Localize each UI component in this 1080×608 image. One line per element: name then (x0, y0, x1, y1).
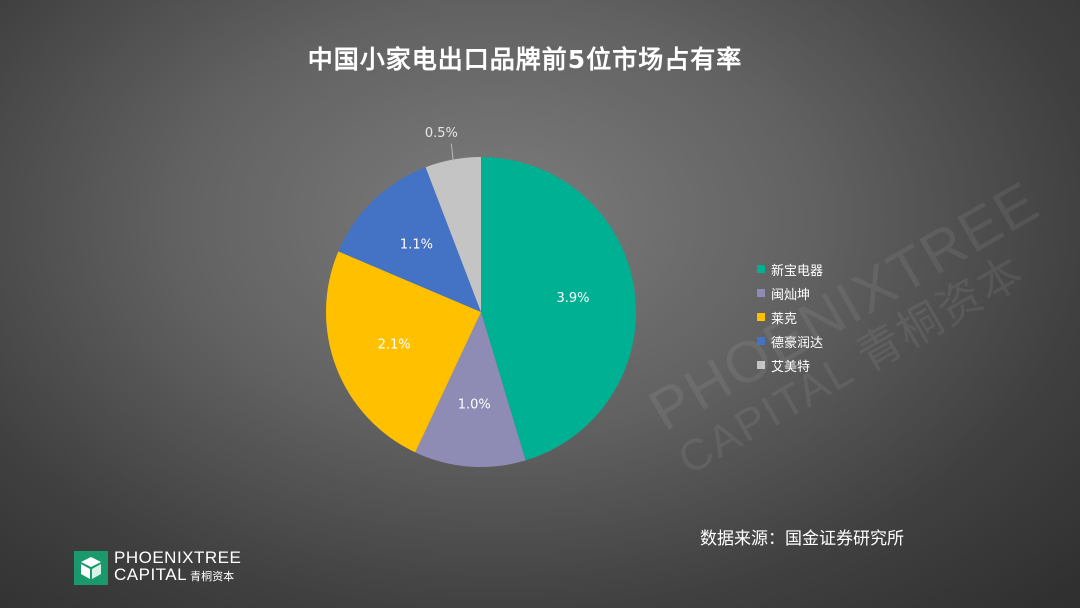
legend-swatch-1 (757, 289, 765, 297)
pie-slice-4 (425, 157, 481, 312)
slice-label-2: 2.1% (378, 338, 411, 353)
leader-line-4 (450, 143, 454, 162)
chart-legend: 新宝电器闽灿坤莱克德豪润达艾美特 (757, 257, 823, 377)
chart-title: 中国小家电出口品牌前5位市场占有率 (307, 45, 743, 74)
slice-label-3: 1.1% (400, 238, 433, 253)
logo-subname: CAPITAL (114, 565, 188, 584)
slice-label-1: 1.0% (458, 397, 491, 412)
legend-item-3: 德豪润达 (757, 329, 823, 353)
legend-label-1: 闽灿坤 (771, 287, 811, 303)
pie-slice-3 (338, 167, 481, 312)
legend-label-0: 新宝电器 (771, 263, 824, 279)
legend-item-1: 闽灿坤 (757, 281, 823, 305)
legend-label-4: 艾美特 (771, 359, 811, 375)
legend-label-2: 莱克 (771, 311, 798, 327)
legend-swatch-4 (757, 361, 765, 369)
logo-chinese-name: 青桐资本 (190, 571, 235, 583)
legend-item-4: 艾美特 (757, 353, 823, 377)
pie-slice-2 (325, 251, 481, 453)
legend-swatch-2 (757, 313, 765, 321)
slice-label-0: 3.9% (556, 291, 589, 306)
pie-slice-0 (481, 157, 636, 461)
data-source-note: 数据来源：国金证券研究所 (700, 529, 904, 549)
pie-slice-1 (415, 312, 526, 467)
slice-label-4: 0.5% (425, 126, 458, 141)
logo-name: PHOENIXTREE (114, 548, 242, 567)
company-logo: PHOENIXTREE CAPITAL 青桐资本 (74, 549, 241, 586)
legend-item-0: 新宝电器 (757, 257, 823, 281)
legend-swatch-0 (757, 265, 765, 273)
legend-label-3: 德豪润达 (771, 335, 824, 351)
legend-item-2: 莱克 (757, 305, 823, 329)
legend-swatch-3 (757, 337, 765, 345)
logo-mark-icon (74, 550, 108, 585)
